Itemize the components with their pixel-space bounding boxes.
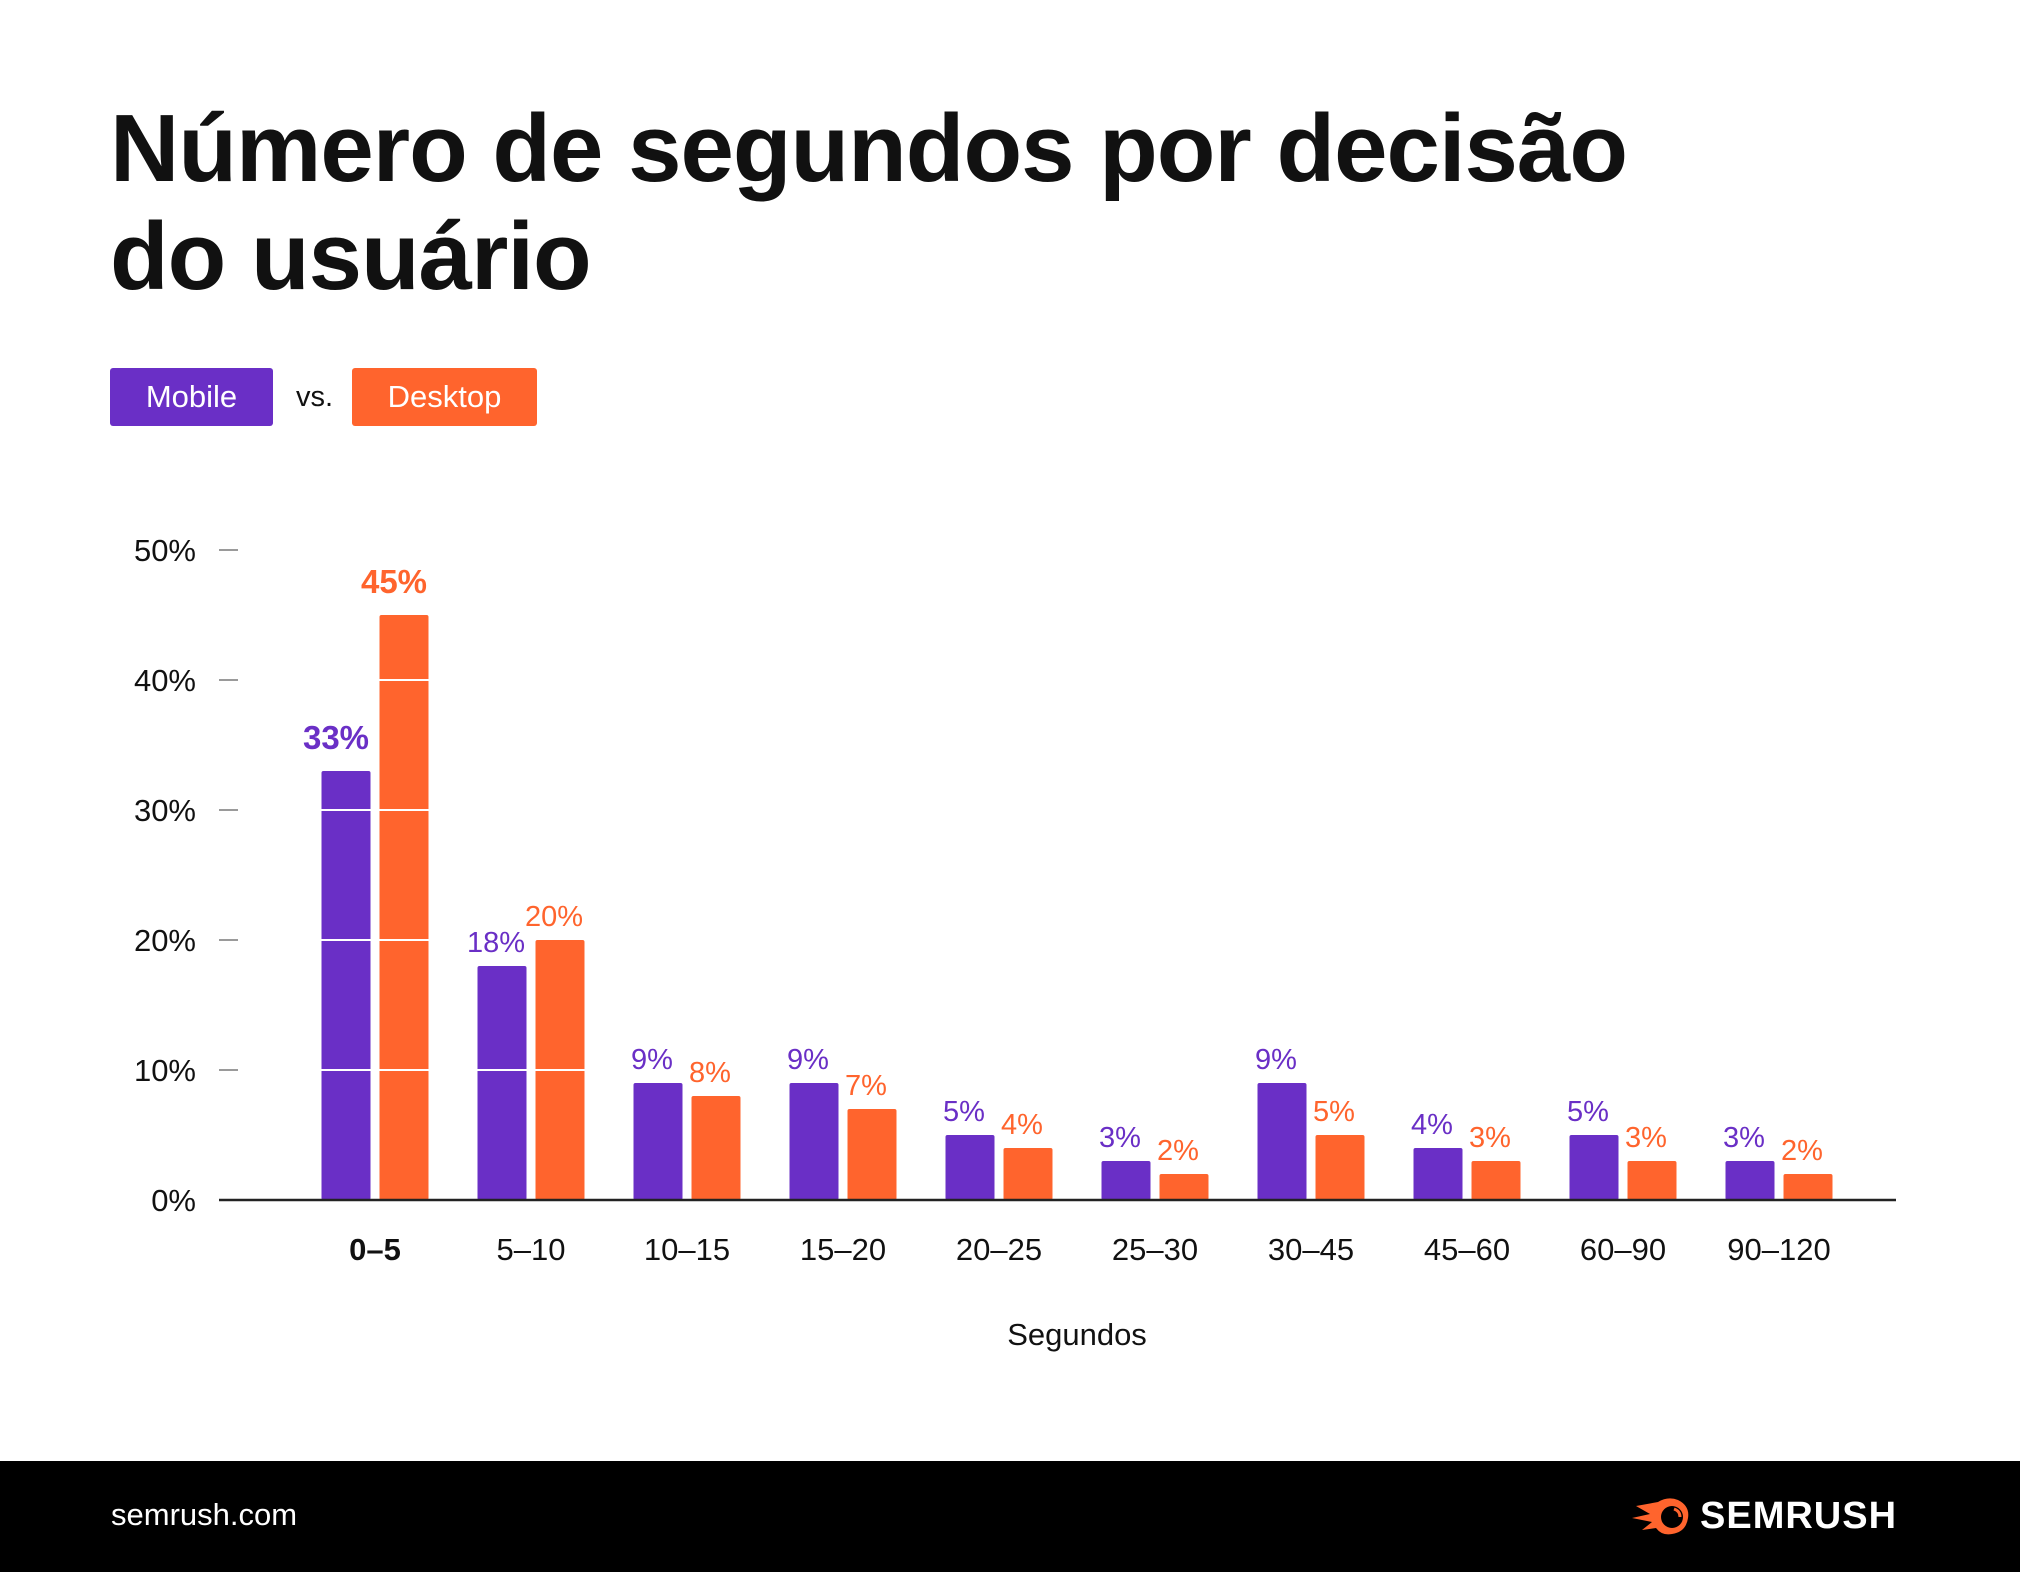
x-tick-label: 30–45: [1268, 1232, 1354, 1267]
mobile-value-label: 4%: [1411, 1109, 1453, 1141]
x-tick-label: 90–120: [1727, 1232, 1830, 1267]
semrush-fireball-icon: [1632, 1498, 1689, 1535]
x-tick-label: 5–10: [497, 1232, 566, 1267]
chart-title: Número de segundos por decisão do usuári…: [110, 95, 1628, 310]
brand-name: SEMRUSH: [1700, 1494, 1898, 1537]
mobile-bar: [945, 1135, 995, 1200]
desktop-bar: [1003, 1148, 1053, 1200]
legend-mobile: Mobile: [110, 368, 273, 426]
footer: semrush.com SEMRUSH: [0, 1461, 2020, 1572]
mobile-bar: [1569, 1135, 1619, 1200]
desktop-value-label: 7%: [845, 1070, 887, 1102]
x-tick-label: 15–20: [800, 1232, 886, 1267]
bar-chart: 0%10%20%30%40%50%33%45%0–518%20%5–109% 8%…: [134, 533, 1896, 1352]
desktop-value-label: 8%: [689, 1057, 731, 1089]
mobile-value-label: 3%: [1099, 1122, 1141, 1154]
y-tick-label: 50%: [134, 533, 196, 568]
mobile-bar: [1257, 1083, 1307, 1200]
mobile-bar: [1725, 1161, 1775, 1200]
y-tick-label: 10%: [134, 1053, 196, 1088]
mobile-value-label: 9%: [787, 1044, 829, 1076]
desktop-value-label: 3%: [1625, 1122, 1667, 1154]
mobile-value-label: 5%: [943, 1096, 985, 1128]
x-tick-label: 0–5: [349, 1232, 401, 1267]
desktop-bar: [847, 1109, 897, 1200]
mobile-value-label: 9%: [631, 1044, 673, 1076]
desktop-bar: [691, 1096, 741, 1200]
desktop-value-label: 20%: [525, 901, 583, 933]
desktop-bar: [1471, 1161, 1521, 1200]
mobile-value-label: 33%: [303, 719, 369, 756]
mobile-bar: [477, 966, 527, 1200]
desktop-value-label: 5%: [1313, 1096, 1355, 1128]
mobile-bar: [633, 1083, 683, 1200]
desktop-value-label: 4%: [1001, 1109, 1043, 1141]
mobile-bar: [789, 1083, 839, 1200]
site-url: semrush.com: [111, 1497, 298, 1532]
x-tick-label: 45–60: [1424, 1232, 1510, 1267]
desktop-bar: [379, 615, 429, 1200]
y-tick-label: 20%: [134, 923, 196, 958]
desktop-bar: [1627, 1161, 1677, 1200]
y-tick-label: 40%: [134, 663, 196, 698]
x-tick-label: 60–90: [1580, 1232, 1666, 1267]
mobile-bar: [1101, 1161, 1151, 1200]
legend-desktop: Desktop: [352, 368, 537, 426]
desktop-bar: [1783, 1174, 1833, 1200]
mobile-bar: [1413, 1148, 1463, 1200]
legend-vs: vs.: [296, 381, 334, 413]
desktop-bar: [1159, 1174, 1209, 1200]
x-tick-label: 20–25: [956, 1232, 1042, 1267]
x-tick-label: 25–30: [1112, 1232, 1198, 1267]
desktop-bar: [1315, 1135, 1365, 1200]
mobile-value-label: 18%: [467, 927, 525, 959]
desktop-value-label: 45%: [361, 563, 427, 600]
mobile-value-label: 3%: [1723, 1122, 1765, 1154]
mobile-value-label: 5%: [1567, 1096, 1609, 1128]
x-tick-label: 10–15: [644, 1232, 730, 1267]
y-tick-label: 30%: [134, 793, 196, 828]
x-axis-title: Segundos: [1007, 1317, 1147, 1352]
desktop-value-label: 3%: [1469, 1122, 1511, 1154]
y-tick-label: 0%: [151, 1183, 196, 1218]
mobile-bar: [321, 771, 371, 1200]
semrush-logo: SEMRUSH: [1628, 1491, 1897, 1541]
mobile-value-label: 9%: [1255, 1044, 1297, 1076]
desktop-value-label: 2%: [1157, 1135, 1199, 1167]
desktop-value-label: 2%: [1781, 1135, 1823, 1167]
